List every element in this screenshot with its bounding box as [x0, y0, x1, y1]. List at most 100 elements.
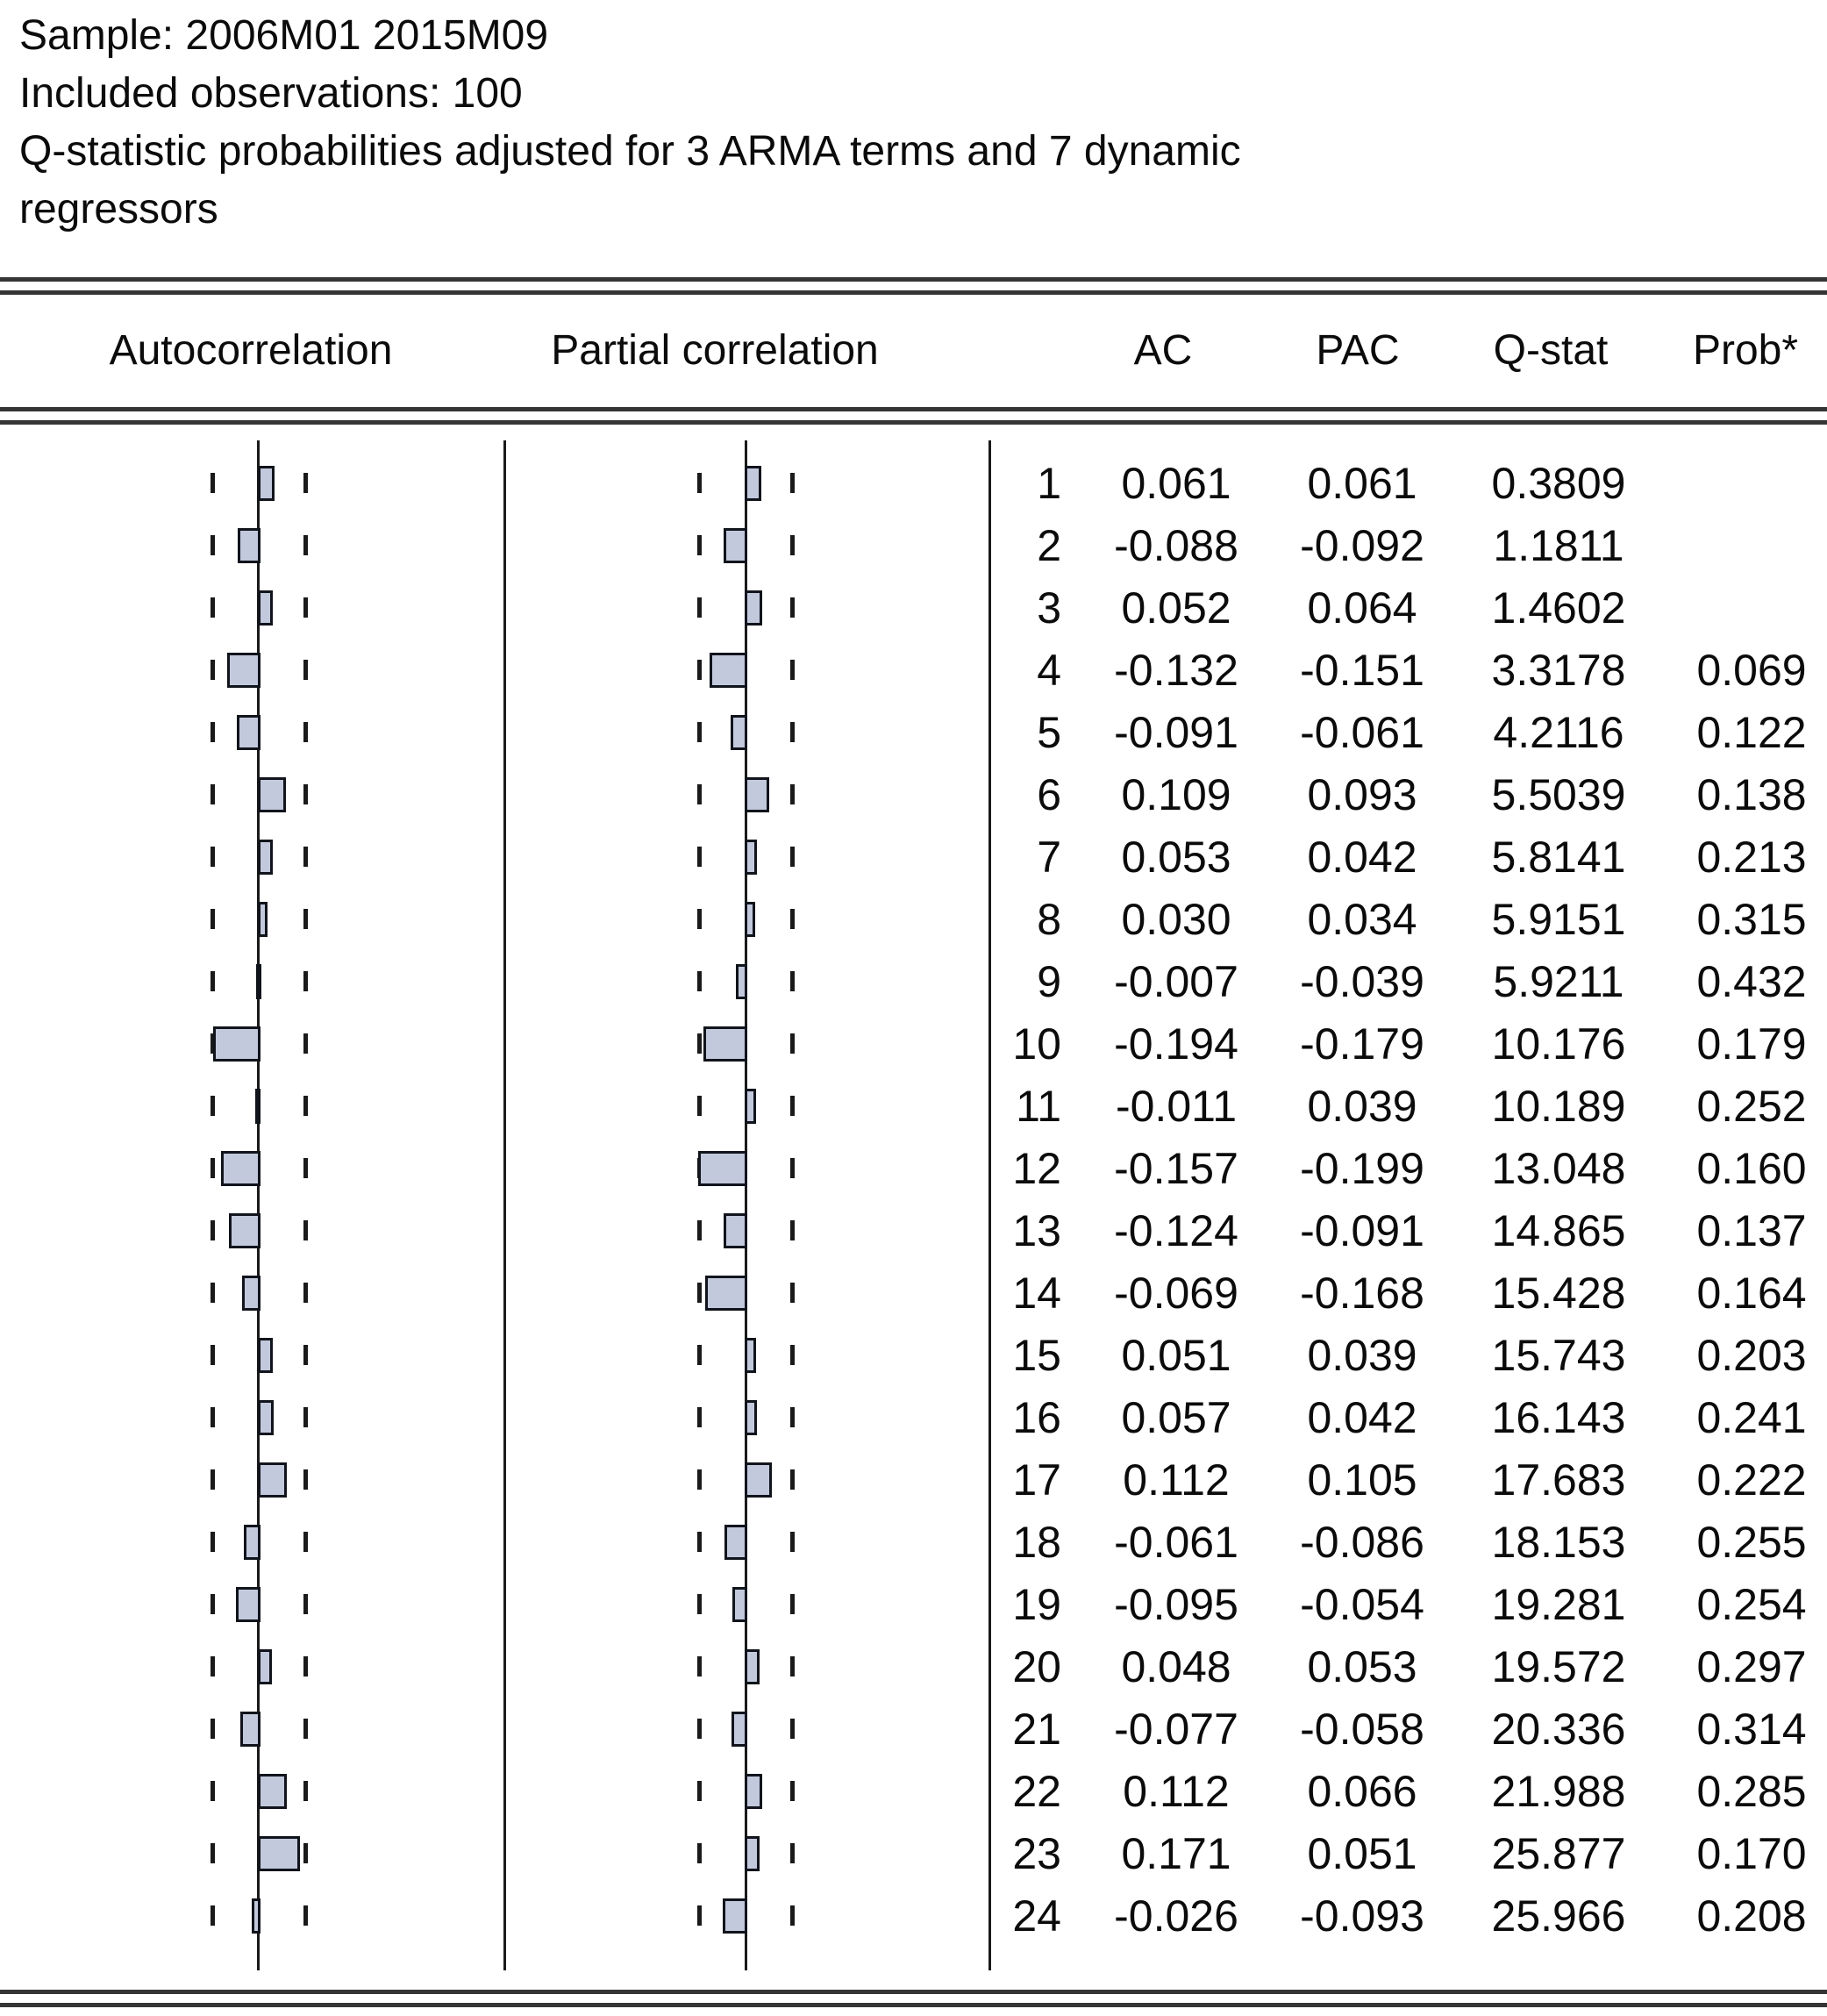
- table-row: 5 -0.091 -0.061 4.2116 0.122: [0, 701, 1827, 763]
- table-row: 21 -0.077 -0.058 20.336 0.314: [0, 1698, 1827, 1760]
- lag-cell: 20: [1012, 1641, 1061, 1691]
- qstat-cell: 5.5039: [1491, 769, 1626, 819]
- table-separator-line: [988, 440, 991, 1970]
- qstat-cell: 25.877: [1491, 1828, 1626, 1878]
- ac-bar: [220, 1150, 260, 1186]
- pac-cell: -0.151: [1300, 645, 1424, 695]
- pac-bar: [732, 1711, 747, 1747]
- prob-cell: 0.252: [1696, 1081, 1807, 1131]
- ac-bar: [254, 1088, 260, 1124]
- pac-bar: [745, 901, 755, 937]
- pac-bar: [745, 1088, 756, 1124]
- ac-bar: [251, 1898, 260, 1934]
- ac-cell: 0.052: [1121, 583, 1231, 633]
- col-header-ac: AC: [1133, 327, 1193, 374]
- pac-bar: [745, 590, 762, 626]
- prob-cell: 0.164: [1696, 1268, 1807, 1318]
- prob-cell: 0.255: [1696, 1517, 1807, 1567]
- qstat-cell: 21.988: [1491, 1766, 1626, 1816]
- pac-cell: -0.092: [1300, 520, 1424, 570]
- qstat-cell: 14.865: [1491, 1205, 1626, 1255]
- table-row: 12 -0.157 -0.199 13.048 0.160: [0, 1137, 1827, 1199]
- lag-cell: 5: [1037, 707, 1061, 757]
- prob-cell: 0.137: [1696, 1205, 1807, 1255]
- pac-bar: [724, 527, 747, 563]
- ac-bar: [257, 776, 286, 812]
- pac-cell: 0.053: [1307, 1641, 1417, 1691]
- ac-bar: [257, 1773, 287, 1809]
- ac-bar: [235, 1586, 260, 1622]
- ac-zero-line: [257, 440, 260, 1970]
- lag-cell: 12: [1012, 1143, 1061, 1193]
- pac-bar: [705, 1275, 747, 1311]
- pac-bar: [724, 1212, 747, 1248]
- qstat-cell: 5.9151: [1491, 894, 1626, 944]
- col-header-autocorrelation: Autocorrelation: [109, 327, 393, 374]
- bottom-rule-upper: [0, 1990, 1827, 1994]
- ac-bar: [212, 1026, 260, 1062]
- ac-cell: 0.109: [1121, 769, 1231, 819]
- prob-cell: 0.315: [1696, 894, 1807, 944]
- pac-zero-line: [745, 440, 747, 1970]
- head-rule-upper: [0, 407, 1827, 411]
- pac-bar: [745, 776, 769, 812]
- ac-cell: 0.030: [1121, 894, 1231, 944]
- lag-cell: 21: [1012, 1704, 1061, 1754]
- table-row: 3 0.052 0.064 1.4602: [0, 576, 1827, 639]
- ac-cell: -0.157: [1114, 1143, 1238, 1193]
- table-row: 18 -0.061 -0.086 18.153 0.255: [0, 1511, 1827, 1573]
- table-row: 4 -0.132 -0.151 3.3178 0.069: [0, 639, 1827, 701]
- table-row: 24 -0.026 -0.093 25.966 0.208: [0, 1884, 1827, 1947]
- ac-cell: 0.112: [1123, 1455, 1230, 1505]
- lag-cell: 23: [1012, 1828, 1061, 1878]
- bottom-rule-lower: [0, 2003, 1827, 2007]
- qstat-cell: 1.1811: [1493, 520, 1624, 570]
- qstat-cell: 16.143: [1491, 1392, 1626, 1442]
- ac-bar: [226, 652, 260, 688]
- pac-bar: [731, 714, 747, 750]
- prob-cell: 0.285: [1696, 1766, 1807, 1816]
- prob-cell: 0.314: [1696, 1704, 1807, 1754]
- ac-bar: [257, 839, 273, 875]
- prob-cell: 0.138: [1696, 769, 1807, 819]
- ac-bar: [236, 714, 260, 750]
- qstat-cell: 17.683: [1491, 1455, 1626, 1505]
- ac-bar: [237, 527, 260, 563]
- ac-bar: [257, 465, 275, 501]
- qstat-cell: 19.572: [1491, 1641, 1626, 1691]
- lag-cell: 18: [1012, 1517, 1061, 1567]
- panel-divider-line: [503, 440, 506, 1970]
- table-row: 16 0.057 0.042 16.143 0.241: [0, 1386, 1827, 1448]
- table-row: 11 -0.011 0.039 10.189 0.252: [0, 1075, 1827, 1137]
- ac-cell: 0.061: [1121, 458, 1231, 508]
- header-block: Sample: 2006M01 2015M09 Included observa…: [19, 7, 1241, 239]
- ac-bar: [228, 1212, 260, 1248]
- qstat-cell: 25.966: [1491, 1891, 1626, 1941]
- ac-cell: 0.048: [1121, 1641, 1231, 1691]
- ac-cell: -0.011: [1115, 1081, 1238, 1131]
- table-row: 14 -0.069 -0.168 15.428 0.164: [0, 1262, 1827, 1324]
- lag-cell: 2: [1037, 520, 1061, 570]
- pac-bar: [723, 1898, 747, 1934]
- observations-line: Included observations: 100: [19, 70, 523, 117]
- ac-cell: -0.132: [1114, 645, 1238, 695]
- pac-cell: 0.042: [1307, 1392, 1417, 1442]
- table-row: 15 0.051 0.039 15.743 0.203: [0, 1324, 1827, 1386]
- pac-cell: 0.105: [1307, 1455, 1417, 1505]
- qstat-cell: 10.176: [1491, 1019, 1626, 1069]
- pac-conf-line-right: [790, 452, 795, 1947]
- qstat-cell: 5.9211: [1493, 956, 1624, 1006]
- ac-cell: 0.051: [1121, 1330, 1231, 1380]
- pac-conf-line-left: [697, 452, 702, 1947]
- pac-cell: -0.061: [1300, 707, 1424, 757]
- lag-cell: 7: [1037, 832, 1061, 882]
- prob-cell: 0.122: [1696, 707, 1807, 757]
- lag-cell: 1: [1037, 458, 1061, 508]
- qstat-cell: 15.743: [1491, 1330, 1626, 1380]
- qstat-cell: 15.428: [1491, 1268, 1626, 1318]
- pac-bar: [698, 1150, 747, 1186]
- prob-cell: 0.203: [1696, 1330, 1807, 1380]
- qstat-note-line2: regressors: [19, 186, 218, 232]
- table-row: 9 -0.007 -0.039 5.9211 0.432: [0, 950, 1827, 1012]
- pac-bar: [703, 1026, 747, 1062]
